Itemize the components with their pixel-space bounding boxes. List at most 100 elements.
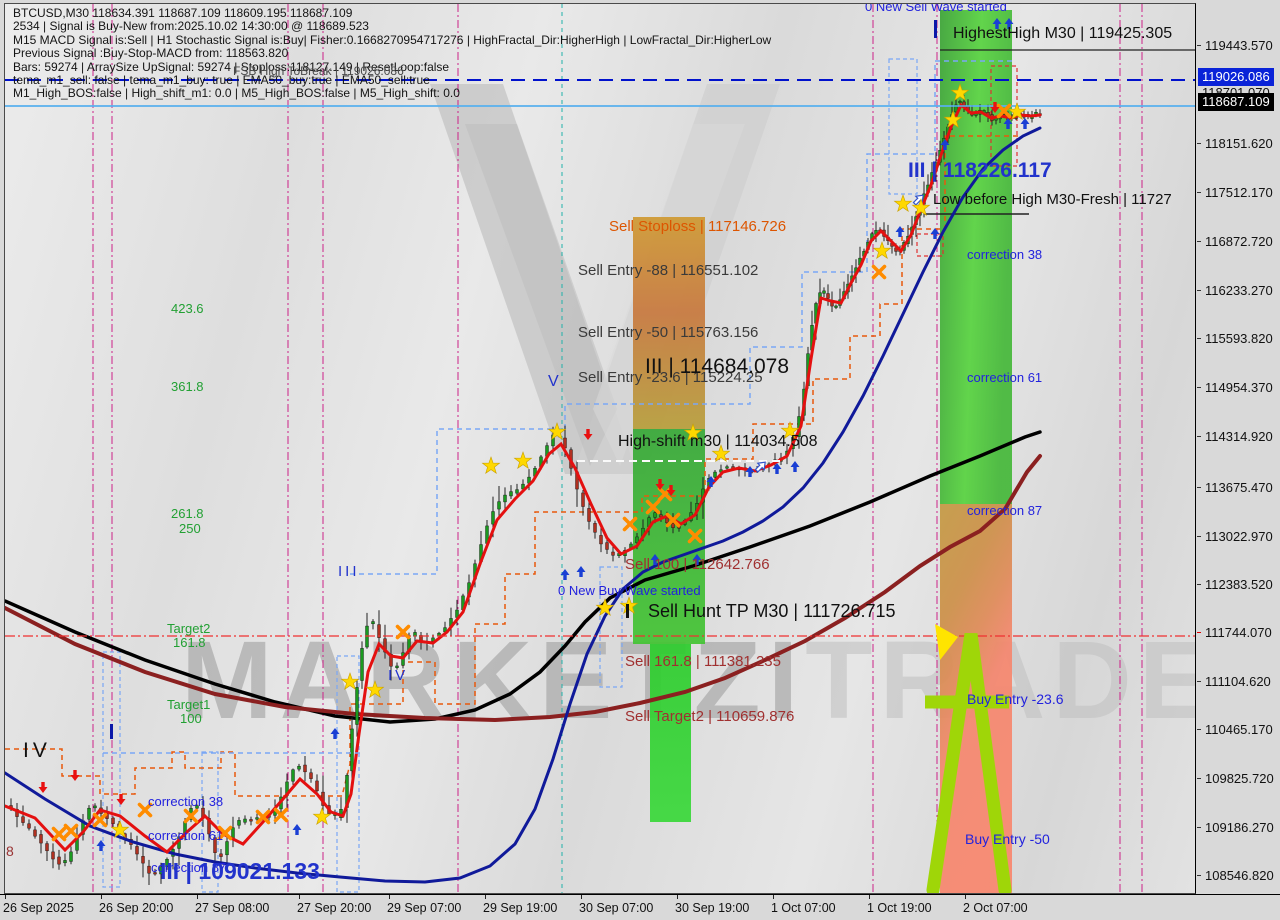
star-icon [943, 110, 963, 129]
time-axis-label: 29 Sep 19:00 [483, 901, 558, 915]
price-axis-tick [1197, 778, 1201, 779]
x-mark-icon [273, 807, 289, 823]
price-axis[interactable]: 119443.570 118151.620 117512.170 116872.720… [1197, 0, 1280, 920]
time-axis-tick [485, 895, 486, 899]
chart-annotation: correction 61 [148, 828, 224, 843]
chart-header-info: BTCUSD,M30 118634.391 118687.109 118609.… [13, 6, 772, 101]
down-arrow-icon [666, 485, 676, 496]
x-mark-icon [63, 823, 79, 839]
star-icon [481, 456, 501, 475]
price-axis-label: 109186.270 [1205, 820, 1274, 835]
chart-annotation: Sell Target2 | 110659.876 [625, 708, 795, 725]
up-arrow-icon [692, 554, 702, 565]
x-mark-icon [395, 624, 411, 640]
up-arrow-icon [560, 569, 570, 580]
chart-annotation: 161.8 [173, 635, 206, 650]
time-axis-label: 30 Sep 07:00 [579, 901, 654, 915]
ne-arrow-icon [912, 194, 924, 206]
chart-annotation: Sell Entry -23.6 | 115224.25 [578, 369, 763, 386]
zone-right-green [940, 10, 1012, 504]
up-arrow-icon [940, 139, 950, 150]
star-icon [780, 421, 800, 440]
price-axis-label: 119443.570 [1205, 38, 1273, 53]
up-arrow-icon [790, 461, 800, 472]
chart-annotation: IV [23, 739, 51, 762]
price-axis-tick [1197, 875, 1201, 876]
price-axis-tick [1197, 681, 1201, 682]
star-icon [893, 194, 913, 213]
star-icon [110, 820, 130, 839]
price-axis-label: 117512.170 [1205, 185, 1273, 200]
price-axis-tick [1197, 536, 1201, 537]
dashed-box [336, 655, 360, 893]
star-icon [911, 198, 931, 217]
ema-navy-line [5, 126, 1042, 884]
chart-annotation: High-shift m30 | 114034.508 [618, 433, 818, 450]
chart-annotation: Low before High M30-Fresh | 11727 [933, 191, 1172, 208]
price-axis-label: 108546.820 [1205, 868, 1274, 883]
x-mark-icon [996, 103, 1012, 119]
fsb-high-tobreak-label: FSB High ToBreak | 119026.086 [233, 64, 404, 78]
dashed-box [102, 651, 121, 888]
chart-annotation: 100 [180, 711, 202, 726]
star-icon [312, 807, 332, 826]
chart-annotation: 361.8 [171, 379, 204, 394]
price-axis-tick [1197, 487, 1201, 488]
down-arrow-icon [38, 782, 48, 793]
up-arrow-icon [930, 228, 940, 239]
chart-annotation: correction 61 [967, 370, 1043, 385]
up-arrow-icon [706, 476, 716, 487]
chart-annotation: Sell Stoploss | 117146.726 [609, 218, 787, 235]
time-axis[interactable]: 26 Sep 2025 26 Sep 20:00 27 Sep 08:00 27 Se… [0, 894, 1280, 920]
star-icon [711, 444, 731, 463]
price-axis-label: 116233.270 [1205, 283, 1273, 298]
time-axis-label: 26 Sep 2025 [3, 901, 74, 915]
x-mark-icon [622, 516, 638, 532]
chart-annotation: correction 38 [148, 794, 224, 809]
header-line-7: M1_High_BOS:false | High_shift_m1: 0.0 |… [13, 86, 460, 101]
up-arrow-icon [772, 463, 782, 474]
time-axis-tick [965, 895, 966, 899]
price-axis-label: 113675.470 [1205, 480, 1273, 495]
price-axis-tick [1197, 192, 1201, 193]
chart-annotation: III | 114684.078 [645, 355, 790, 378]
x-mark-icon [871, 264, 887, 280]
up-arrow-icon [745, 466, 755, 477]
header-line-2: 2534 | Signal is Buy-New from:2025.10.02… [13, 19, 369, 34]
x-mark-icon [645, 499, 661, 515]
price-axis-tick [1197, 338, 1201, 339]
price-axis-label: 114954.370 [1205, 380, 1273, 395]
time-axis-tick [197, 895, 198, 899]
time-axis-tick [869, 895, 870, 899]
chart-plot-area[interactable]: MARKETZITRADE 0 New Sell Wave startedHig… [4, 3, 1196, 894]
star-icon [950, 83, 970, 102]
time-axis-label: 2 Oct 07:00 [963, 901, 1028, 915]
price-axis-tick [1197, 827, 1201, 828]
up-arrow-icon [992, 18, 1002, 29]
down-arrow-icon [990, 102, 1000, 113]
price-axis-tick [1197, 143, 1201, 144]
time-axis-label: 1 Oct 07:00 [771, 901, 836, 915]
chart-annotation: IV [388, 667, 409, 684]
down-arrow-icon [70, 770, 80, 781]
header-line-1: BTCUSD,M30 118634.391 118687.109 118609.… [13, 6, 353, 20]
chart-annotation: Target1 [167, 697, 211, 712]
header-line-3: M15 MACD Signal is:Sell | H1 Stochastic … [13, 32, 772, 47]
chart-annotation: 250 [179, 521, 201, 536]
dashed-box [888, 58, 918, 195]
ma-maroon-line [5, 454, 1042, 723]
chart-annotation: III | 109021.133 [160, 858, 320, 884]
star-icon [872, 241, 892, 260]
chart-annotations-layer: 0 New Sell Wave started HighestHigh M30 |… [5, 4, 1195, 893]
chart-annotation: correction 38 [967, 247, 1043, 262]
price-axis-label: 111744.070 [1205, 625, 1272, 640]
price-axis-tick [1197, 241, 1201, 242]
chart-annotation: Sell Hunt TP M30 | 111726.715 [648, 601, 896, 621]
price-axis-tick [1197, 290, 1201, 291]
chart-annotation: Buy Entry -23.6 [967, 691, 1064, 707]
chart-annotation: Sell Entry -50 | 115763.156 [578, 324, 759, 341]
time-axis-tick [299, 895, 300, 899]
chart-annotation: Sell 161.8 | 111381.235 [625, 653, 781, 670]
price-axis-label: 114314.920 [1205, 429, 1273, 444]
